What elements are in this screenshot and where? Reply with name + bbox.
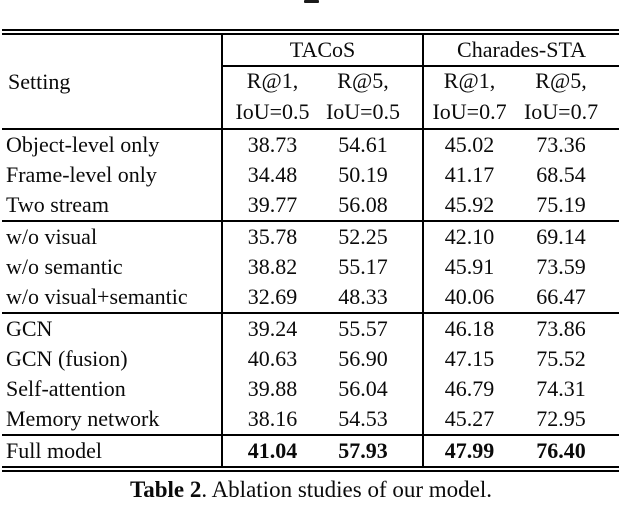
cell-value: 45.91 [422,252,524,282]
cell-value: 69.14 [523,220,620,252]
cell-value: 47.99 [422,434,524,466]
cell-value: 73.59 [536,254,586,279]
row-label: Frame-level only [6,162,157,187]
column-header-charades-r5: R@5, [535,68,587,93]
cell-value: 48.33 [338,284,388,309]
cell-value: 75.52 [536,346,586,371]
column-header-charades-r1: R@1, [422,66,524,95]
row-label: w/o visual [2,220,222,252]
table-caption: Table 2. Ablation studies of our model. [0,477,622,503]
cell-value: 45.92 [422,190,524,221]
row-label: w/o semantic [6,254,123,279]
row-label: Two stream [6,192,109,217]
cell-value: 56.08 [338,192,388,217]
ablation-table: Setting TACoS Charades-STA R@1, R@5, R@1… [2,29,620,472]
cell-value: 38.16 [221,404,322,435]
cropped-text-fragment [304,0,319,3]
header-row-datasets: Setting TACoS Charades-STA [2,35,620,130]
table-row: GCN (fusion) 40.63 56.90 47.15 75.52 [2,344,619,374]
cell-value: 66.47 [536,284,586,309]
table-row: w/o visual 35.78 52.25 42.10 69.14 [2,220,620,252]
column-header-charades-iou2: IoU=0.7 [523,95,620,130]
column-header-charades-iou1: IoU=0.7 [422,95,524,130]
cell-value: 39.24 [221,312,322,344]
cell-value: 54.53 [338,406,388,431]
cell-value: 45.02 [422,129,524,160]
cell-value: 35.78 [221,220,322,252]
cell-value: 56.90 [338,346,388,371]
cell-value: 39.88 [221,374,322,404]
cell-value: 52.25 [322,220,424,252]
table-row: Object-level only 38.73 54.61 45.02 73.3… [2,129,619,160]
column-group-tacos: TACoS [220,35,424,67]
cell-value: 34.48 [221,160,322,190]
table-row: GCN 39.24 55.57 46.18 73.86 [2,312,620,344]
cell-value: 38.73 [221,129,322,160]
header-row-iou: IoU=0.5 IoU=0.5 IoU=0.7 IoU=0.7 [2,95,620,130]
cell-value: 57.93 [322,434,424,466]
column-header-tacos-r5: R@5, [337,68,389,93]
table-row: Self-attention 39.88 56.04 46.79 74.31 [2,374,619,404]
column-header-setting: Setting [2,35,222,130]
cell-value: 72.95 [536,406,586,431]
caption-text: . Ablation studies of our model. [201,477,493,502]
cell-value: 32.69 [221,282,322,313]
column-header-tacos-iou1: IoU=0.5 [221,95,322,130]
cell-value: 45.27 [422,404,524,435]
table-row-full-model: Full model 41.04 57.93 47.99 76.40 [2,434,620,466]
cell-value: 76.40 [523,434,620,466]
row-label: GCN [2,312,222,344]
cell-value: 47.15 [422,344,524,374]
cell-value: 39.77 [221,190,322,221]
cell-value: 42.10 [422,220,524,252]
cell-value: 46.18 [422,312,524,344]
cell-value: 41.04 [221,434,322,466]
cell-value: 55.17 [338,254,388,279]
table-row: w/o semantic 38.82 55.17 45.91 73.59 [2,252,619,282]
cell-value: 54.61 [338,132,388,157]
column-header-tacos-iou2: IoU=0.5 [322,95,424,130]
cell-value: 74.31 [536,376,586,401]
row-label: Self-attention [6,376,126,401]
table-row: Two stream 39.77 56.08 45.92 75.19 [2,190,619,221]
table-row: Frame-level only 34.48 50.19 41.17 68.54 [2,160,619,190]
row-label: Full model [2,434,222,466]
row-label: Memory network [6,406,160,431]
table-row: w/o visual+semantic 32.69 48.33 40.06 66… [2,282,619,313]
row-label: w/o visual+semantic [6,284,188,309]
cell-value: 55.57 [322,312,424,344]
table-row: Memory network 38.16 54.53 45.27 72.95 [2,404,619,435]
cell-value: 75.19 [536,192,586,217]
cell-value: 41.17 [422,160,524,190]
header-row-recall: R@1, R@5, R@1, R@5, [2,66,619,95]
cell-value: 40.06 [422,282,524,313]
cell-value: 73.36 [536,132,586,157]
cell-value: 46.79 [422,374,524,404]
row-label: GCN (fusion) [6,346,128,371]
cell-value: 40.63 [221,344,322,374]
cell-value: 38.82 [221,252,322,282]
ablation-table-grid: Setting TACoS Charades-STA R@1, R@5, R@1… [2,35,620,466]
cell-value: 68.54 [536,162,586,187]
caption-label: Table 2 [129,477,202,502]
cell-value: 56.04 [338,376,388,401]
column-group-charades-sta: Charades-STA [422,35,620,67]
row-label: Object-level only [6,132,160,157]
column-header-tacos-r1: R@1, [221,66,322,95]
cell-value: 50.19 [338,162,388,187]
cell-value: 73.86 [523,312,620,344]
